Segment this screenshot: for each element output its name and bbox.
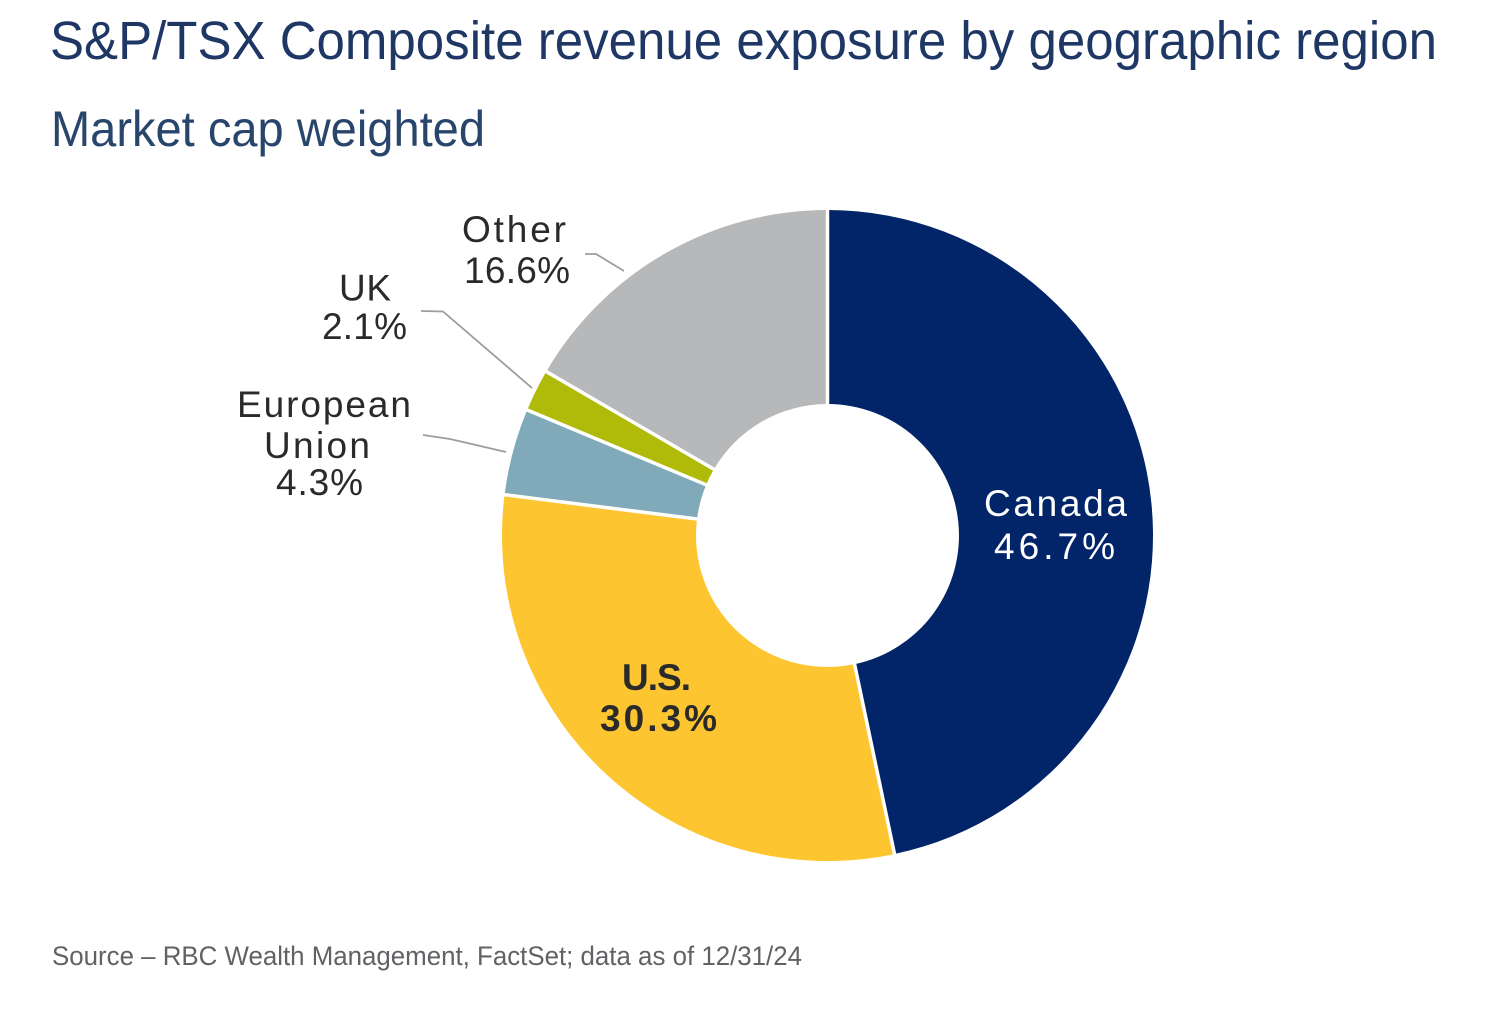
svg-text:European: European	[237, 384, 411, 425]
svg-text:Other: Other	[462, 209, 566, 250]
svg-text:S&P/TSX Composite revenue expo: S&P/TSX Composite revenue exposure by ge…	[50, 12, 1437, 71]
svg-text:Source – RBC Wealth Management: Source – RBC Wealth Management, FactSet;…	[52, 941, 802, 971]
svg-text:4.3%: 4.3%	[276, 462, 363, 503]
svg-text:Canada: Canada	[984, 483, 1127, 524]
svg-text:Union: Union	[264, 425, 370, 466]
svg-text:16.6%: 16.6%	[464, 250, 570, 291]
svg-text:UK: UK	[339, 268, 391, 309]
svg-text:Market cap weighted: Market cap weighted	[51, 100, 485, 157]
svg-text:U.S.: U.S.	[622, 657, 691, 698]
svg-text:2.1%: 2.1%	[322, 306, 407, 347]
